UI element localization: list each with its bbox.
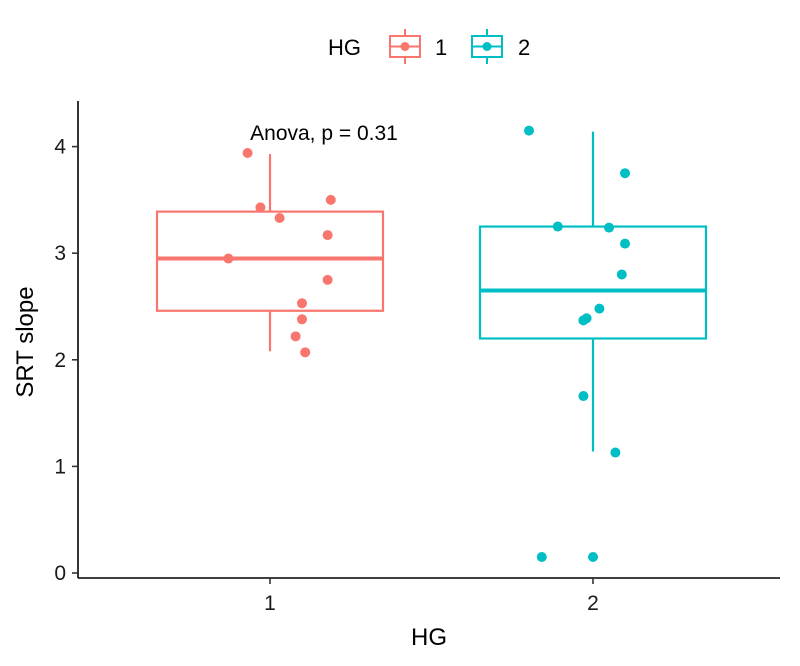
data-point-1-0 — [242, 147, 253, 158]
data-point-2-8 — [578, 315, 589, 326]
y-tick-label-4: 4 — [54, 136, 66, 159]
legend-key-2 — [471, 29, 503, 64]
data-point-2-12 — [588, 552, 598, 563]
x-axis-title: HG — [411, 624, 447, 651]
data-point-2-9 — [578, 391, 589, 402]
data-point-1-4 — [322, 230, 333, 241]
data-point-2-4 — [620, 238, 630, 249]
box-group-2 — [478, 131, 708, 452]
y-ticks: 0 1 2 3 4 — [54, 136, 78, 585]
x-tick-label-1: 1 — [264, 592, 276, 615]
data-point-2-2 — [552, 221, 563, 232]
legend-key-dot-2 — [482, 42, 492, 51]
data-point-2-3 — [604, 222, 614, 233]
anova-annotation: Anova, p = 0.31 — [250, 122, 398, 145]
x-tick-label-2: 2 — [587, 592, 599, 615]
legend-title: HG — [328, 35, 361, 60]
data-point-1-10 — [300, 347, 311, 358]
y-tick-label-2: 2 — [54, 349, 66, 372]
legend-key-1 — [389, 29, 421, 64]
y-tick-label-0: 0 — [54, 562, 66, 585]
y-tick-label-3: 3 — [54, 242, 66, 265]
data-point-2-10 — [610, 447, 621, 458]
legend-key-dot-1 — [400, 42, 410, 51]
data-point-1-2 — [274, 213, 285, 224]
data-point-1-5 — [223, 253, 234, 264]
data-point-2-11 — [536, 552, 547, 563]
data-point-1-6 — [322, 274, 333, 285]
data-point-2-0 — [524, 125, 534, 136]
legend-label-2: 2 — [518, 35, 530, 60]
data-point-1-7 — [297, 298, 307, 309]
data-point-1-1 — [255, 202, 266, 213]
box-group-1 — [155, 154, 385, 352]
points — [223, 125, 630, 563]
data-point-1-3 — [325, 194, 336, 205]
data-point-1-9 — [290, 331, 301, 342]
y-tick-label-1: 1 — [54, 455, 66, 478]
data-point-1-8 — [297, 314, 307, 325]
box-2 — [478, 225, 708, 340]
data-point-2-1 — [620, 168, 630, 179]
legend-label-1: 1 — [435, 35, 447, 60]
box-1 — [155, 210, 385, 312]
y-axis-title: SRT slope — [12, 286, 39, 397]
boxes — [155, 131, 708, 452]
data-point-2-6 — [594, 303, 605, 314]
legend: HG 1 2 — [328, 29, 530, 64]
data-point-2-5 — [616, 269, 627, 280]
